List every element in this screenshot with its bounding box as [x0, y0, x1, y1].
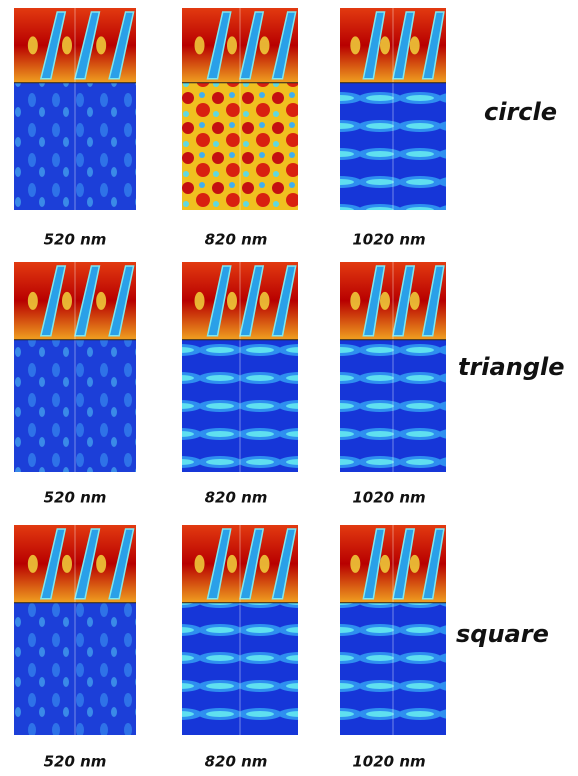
- hot-spot: [227, 291, 237, 310]
- field-bottom: [340, 339, 446, 472]
- hot-spot: [194, 291, 205, 310]
- grating-bar: [362, 265, 386, 337]
- grating-bar: [206, 528, 232, 600]
- wavelength-label: 1020 nm: [352, 753, 425, 771]
- hot-spot: [62, 291, 72, 310]
- wavelength-label: 1020 nm: [352, 489, 425, 507]
- hot-spot: [27, 36, 38, 55]
- hot-spot: [194, 554, 205, 573]
- field-map: [340, 262, 446, 472]
- grating-bar: [108, 265, 135, 337]
- field-bottom: [340, 602, 446, 735]
- field-map: [182, 262, 298, 472]
- wavelength-label: 820 nm: [205, 231, 268, 249]
- grating-bar: [271, 11, 297, 80]
- field-bottom: [14, 602, 136, 735]
- wavelength-label: 520 nm: [44, 753, 107, 771]
- hot-spot: [350, 554, 361, 573]
- hot-spot: [350, 36, 361, 55]
- field-map: [14, 525, 136, 735]
- hot-spot: [96, 554, 107, 573]
- hot-spot: [380, 36, 390, 55]
- field-bottom: [14, 339, 136, 472]
- grating-bar: [74, 265, 101, 337]
- grating-bar: [392, 265, 416, 337]
- field-map: [14, 8, 136, 210]
- hot-spot: [380, 554, 390, 573]
- field-bottom: [182, 339, 298, 472]
- hot-spot: [96, 291, 107, 310]
- grating-bar: [74, 11, 101, 80]
- row-label: triangle: [458, 353, 565, 381]
- hot-spot: [96, 36, 107, 55]
- row-label: square: [456, 620, 549, 648]
- field-map: [182, 525, 298, 735]
- grating-bar: [392, 528, 416, 600]
- grating-bar: [362, 528, 386, 600]
- field-map: [340, 525, 446, 735]
- grating-bar: [421, 528, 445, 600]
- hot-spot: [227, 554, 237, 573]
- field-bottom: [182, 82, 298, 210]
- grating-bar: [239, 528, 265, 600]
- grating-bar: [206, 265, 232, 337]
- hot-spot: [62, 554, 72, 573]
- hot-spot: [409, 36, 420, 55]
- hot-spot: [194, 36, 205, 55]
- row-label: circle: [484, 98, 557, 126]
- grating-bar: [39, 528, 67, 600]
- wavelength-label: 820 nm: [205, 753, 268, 771]
- wavelength-label: 1020 nm: [352, 231, 425, 249]
- grating-bar: [421, 11, 445, 80]
- hot-spot: [227, 36, 237, 55]
- hot-spot: [409, 554, 420, 573]
- wavelength-label: 820 nm: [205, 489, 268, 507]
- hot-spot: [62, 36, 72, 55]
- hot-spot: [259, 554, 270, 573]
- grating-bar: [206, 11, 232, 80]
- hot-spot: [409, 291, 420, 310]
- hot-spot: [259, 36, 270, 55]
- field-bottom: [182, 602, 298, 735]
- field-map: [340, 8, 446, 210]
- field-map: [182, 8, 298, 210]
- wavelength-label: 520 nm: [44, 489, 107, 507]
- field-bottom: [14, 82, 136, 210]
- grating-bar: [74, 528, 101, 600]
- hot-spot: [259, 291, 270, 310]
- grating-bar: [271, 265, 297, 337]
- field-map: [14, 262, 136, 472]
- grating-bar: [392, 11, 416, 80]
- grating-bar: [39, 11, 67, 80]
- hot-spot: [27, 291, 38, 310]
- hot-spot: [350, 291, 361, 310]
- wavelength-label: 520 nm: [44, 231, 107, 249]
- grating-bar: [239, 11, 265, 80]
- field-bottom: [340, 82, 446, 210]
- grating-bar: [39, 265, 67, 337]
- hot-spot: [380, 291, 390, 310]
- grating-bar: [108, 528, 135, 600]
- grating-bar: [271, 528, 297, 600]
- grating-bar: [108, 11, 135, 80]
- hot-spot: [27, 554, 38, 573]
- grating-bar: [362, 11, 386, 80]
- grating-bar: [421, 265, 445, 337]
- grating-bar: [239, 265, 265, 337]
